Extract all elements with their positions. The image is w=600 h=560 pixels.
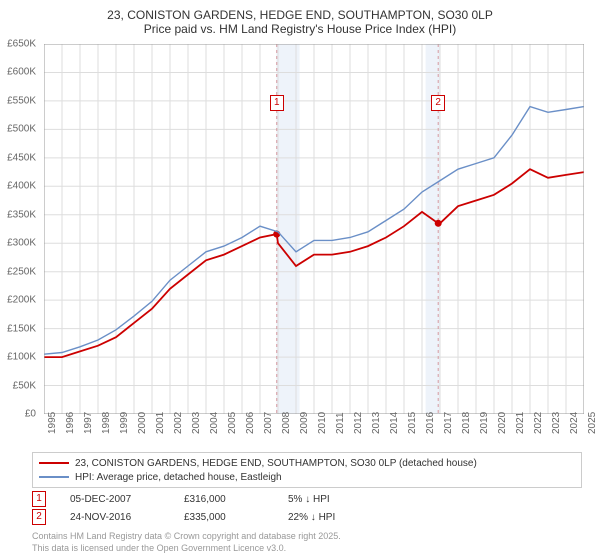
legend-swatch	[39, 462, 69, 464]
sale-row: 2 24-NOV-2016 £335,000 22% ↓ HPI	[32, 508, 388, 526]
y-tick-label: £450K	[7, 152, 36, 163]
x-tick-label: 2018	[461, 412, 472, 434]
x-tick-label: 2015	[407, 412, 418, 434]
x-tick-label: 2017	[443, 412, 454, 434]
sale-num: 1	[32, 491, 46, 507]
sale-marker-label: 1	[270, 95, 284, 111]
footer-line2: This data is licensed under the Open Gov…	[32, 542, 341, 554]
y-tick-label: £200K	[7, 295, 36, 306]
x-tick-label: 1999	[119, 412, 130, 434]
x-tick-label: 2023	[551, 412, 562, 434]
x-tick-label: 1998	[101, 412, 112, 434]
x-tick-label: 2003	[191, 412, 202, 434]
y-tick-label: £350K	[7, 209, 36, 220]
x-tick-label: 1995	[47, 412, 58, 434]
legend-swatch	[39, 476, 69, 478]
sales-table: 1 05-DEC-2007 £316,000 5% ↓ HPI 2 24-NOV-2016…	[32, 490, 388, 526]
legend-row: HPI: Average price, detached house, East…	[39, 470, 575, 484]
x-tick-label: 2001	[155, 412, 166, 434]
y-tick-label: £600K	[7, 67, 36, 78]
x-tick-label: 1997	[83, 412, 94, 434]
sale-price: £335,000	[184, 512, 264, 523]
legend: 23, CONISTON GARDENS, HEDGE END, SOUTHAM…	[32, 452, 582, 488]
sale-marker-label: 2	[431, 95, 445, 111]
x-tick-label: 2000	[137, 412, 148, 434]
x-tick-label: 2019	[479, 412, 490, 434]
footer-line1: Contains HM Land Registry data © Crown c…	[32, 530, 341, 542]
x-tick-label: 2012	[353, 412, 364, 434]
title-block: 23, CONISTON GARDENS, HEDGE END, SOUTHAM…	[0, 0, 600, 40]
x-tick-label: 2004	[209, 412, 220, 434]
sale-row: 1 05-DEC-2007 £316,000 5% ↓ HPI	[32, 490, 388, 508]
x-tick-label: 2025	[587, 412, 598, 434]
sale-date: 05-DEC-2007	[70, 494, 160, 505]
x-tick-label: 2013	[371, 412, 382, 434]
x-tick-label: 2006	[245, 412, 256, 434]
y-tick-label: £500K	[7, 124, 36, 135]
sale-delta: 22% ↓ HPI	[288, 512, 388, 523]
x-tick-label: 2014	[389, 412, 400, 434]
title-line2: Price paid vs. HM Land Registry's House …	[0, 22, 600, 36]
x-tick-label: 2010	[317, 412, 328, 434]
y-tick-label: £650K	[7, 39, 36, 50]
x-axis: 1995199619971998199920002001200220032004…	[44, 416, 584, 446]
x-tick-label: 1996	[65, 412, 76, 434]
sale-date: 24-NOV-2016	[70, 512, 160, 523]
y-tick-label: £400K	[7, 181, 36, 192]
x-tick-label: 2011	[335, 412, 346, 434]
x-tick-label: 2007	[263, 412, 274, 434]
x-tick-label: 2009	[299, 412, 310, 434]
y-tick-label: £0	[25, 409, 36, 420]
x-tick-label: 2016	[425, 412, 436, 434]
y-tick-label: £50K	[13, 380, 36, 391]
legend-label: 23, CONISTON GARDENS, HEDGE END, SOUTHAM…	[75, 458, 477, 469]
sale-delta: 5% ↓ HPI	[288, 494, 388, 505]
y-tick-label: £550K	[7, 95, 36, 106]
chart-container: 23, CONISTON GARDENS, HEDGE END, SOUTHAM…	[0, 0, 600, 560]
footer: Contains HM Land Registry data © Crown c…	[32, 530, 341, 554]
x-tick-label: 2022	[533, 412, 544, 434]
y-tick-label: £250K	[7, 266, 36, 277]
x-tick-label: 2020	[497, 412, 508, 434]
sale-num: 2	[32, 509, 46, 525]
x-tick-label: 2005	[227, 412, 238, 434]
y-tick-label: £150K	[7, 323, 36, 334]
chart-area: 12	[44, 44, 584, 414]
x-tick-label: 2024	[569, 412, 580, 434]
legend-row: 23, CONISTON GARDENS, HEDGE END, SOUTHAM…	[39, 456, 575, 470]
legend-label: HPI: Average price, detached house, East…	[75, 472, 282, 483]
x-tick-label: 2021	[515, 412, 526, 434]
sale-price: £316,000	[184, 494, 264, 505]
y-tick-label: £300K	[7, 238, 36, 249]
x-tick-label: 2008	[281, 412, 292, 434]
x-tick-label: 2002	[173, 412, 184, 434]
chart-svg	[44, 44, 584, 414]
title-line1: 23, CONISTON GARDENS, HEDGE END, SOUTHAM…	[0, 8, 600, 22]
y-axis: £0£50K£100K£150K£200K£250K£300K£350K£400…	[0, 44, 40, 414]
y-tick-label: £100K	[7, 352, 36, 363]
